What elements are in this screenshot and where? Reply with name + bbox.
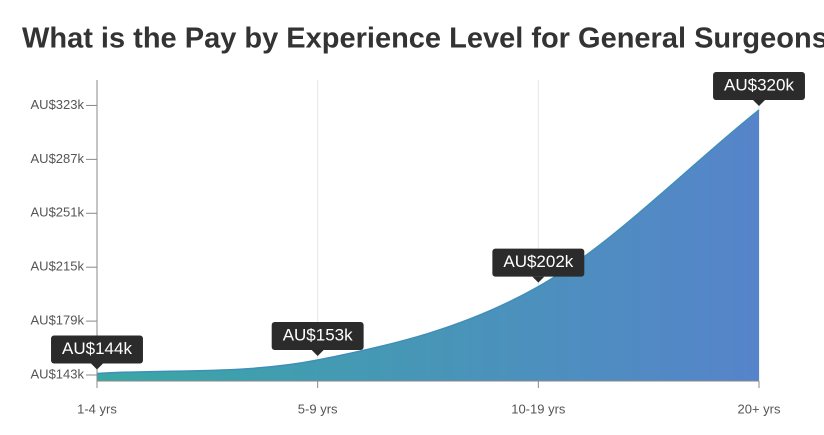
data-label-box	[271, 322, 364, 351]
data-label-text: AU$153k	[283, 326, 353, 345]
data-label-box	[492, 248, 585, 277]
area	[97, 109, 759, 381]
data-label: AU$153k	[271, 322, 364, 357]
data-label-text: AU$320k	[724, 75, 794, 94]
data-label: AU$202k	[492, 248, 585, 283]
data-label-box	[51, 335, 143, 364]
x-tick-label: 10-19 yrs	[511, 401, 566, 416]
data-label-pointer	[91, 363, 103, 370]
area-line	[96, 109, 760, 375]
y-tick-label: AU$323k	[31, 97, 85, 112]
data-label-pointer	[532, 276, 545, 283]
y-tick-label: AU$251k	[31, 205, 85, 220]
x-tick-label: 1-4 yrs	[77, 401, 117, 416]
x-tick-label: 20+ yrs	[738, 401, 781, 416]
data-label: AU$144k	[51, 335, 143, 370]
data-label-pointer	[753, 99, 765, 106]
y-tick-label: AU$215k	[31, 259, 85, 274]
data-label-pointer	[311, 350, 324, 357]
data-label: AU$320k	[713, 71, 805, 106]
data-label-text: AU$202k	[503, 252, 573, 271]
data-label-box	[713, 71, 805, 100]
y-tick-label: AU$143k	[31, 366, 85, 381]
y-tick-label: AU$287k	[31, 151, 85, 166]
x-tick-label: 5-9 yrs	[298, 401, 338, 416]
data-label-text: AU$144k	[62, 339, 132, 358]
chart-title: What is the Pay by Experience Level for …	[22, 23, 824, 55]
y-tick-label: AU$179k	[31, 313, 85, 328]
